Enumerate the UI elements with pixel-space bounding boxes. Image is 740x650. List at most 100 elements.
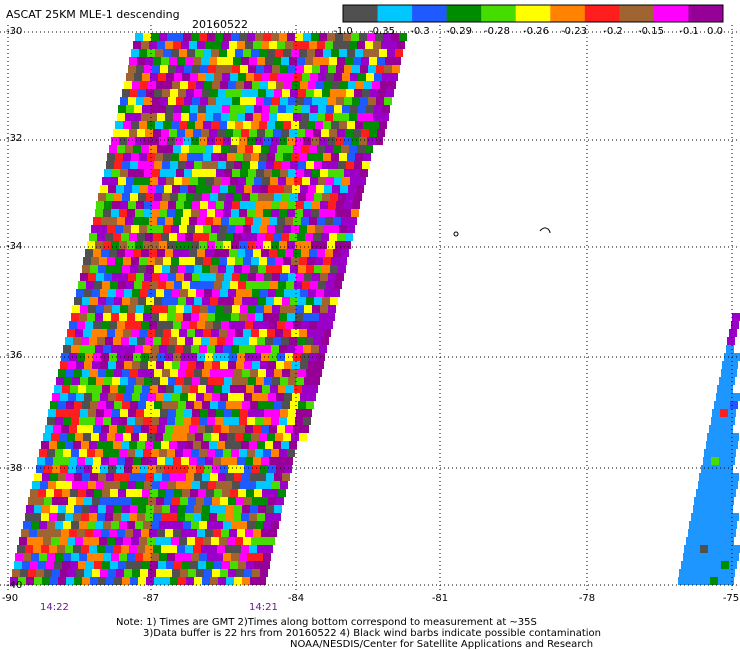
swath-cell [34, 473, 42, 481]
swath-cell [222, 73, 230, 81]
swath-cell [244, 465, 252, 473]
swath-cell [237, 41, 245, 49]
swath-cell [236, 569, 244, 577]
swath-cell [248, 65, 256, 73]
swath-cell [84, 361, 92, 369]
swath-cell [163, 329, 171, 337]
swath-cell [306, 161, 314, 169]
swath-cell [239, 449, 247, 457]
swath-cell [278, 281, 286, 289]
swath-cell [186, 473, 194, 481]
swath-cell [95, 417, 103, 425]
swath-cell [184, 305, 192, 313]
swath-cell [59, 433, 67, 441]
swath-cell [299, 153, 307, 161]
swath-cell [128, 97, 136, 105]
swath-cell [189, 217, 197, 225]
swath-cell [712, 449, 720, 457]
swath-cell [10, 577, 18, 585]
swath-cell [286, 385, 294, 393]
swath-cell [153, 441, 161, 449]
swath-cell [357, 113, 365, 121]
swath-cell [178, 89, 186, 97]
swath-cell [205, 457, 213, 465]
swath-cell [195, 329, 203, 337]
swath-cell [260, 465, 268, 473]
swath-cell [162, 505, 170, 513]
swath-cell [261, 457, 269, 465]
swath-cell [331, 121, 339, 129]
swath-cell [232, 65, 240, 73]
swath-cell [246, 561, 254, 569]
swath-cell [87, 313, 95, 321]
swath-cell [330, 193, 338, 201]
swath-cell [54, 489, 62, 497]
swath-cell [242, 161, 250, 169]
swath-cell [171, 433, 179, 441]
swath-cell [209, 513, 217, 521]
swath-cell [339, 121, 347, 129]
swath-cell [118, 385, 126, 393]
swath-cell [125, 217, 133, 225]
swath-cell [140, 361, 148, 369]
swath-cell [276, 185, 284, 193]
swath-cell [244, 393, 252, 401]
swath-cell [358, 177, 366, 185]
swath-cell [251, 433, 259, 441]
swath-cell [343, 33, 351, 41]
swath-cell [117, 425, 125, 433]
swath-cell [282, 401, 290, 409]
swath-cell [199, 209, 207, 217]
swath-cell [93, 321, 101, 329]
swath-cell [255, 313, 263, 321]
swath-cell [119, 313, 127, 321]
swath-cell [88, 305, 96, 313]
swath-cell [373, 41, 381, 49]
swath-cell [291, 121, 299, 129]
swath-cell [100, 185, 108, 193]
swath-cell [103, 553, 111, 561]
swath-cell [159, 137, 167, 145]
swath-cell [104, 481, 112, 489]
swath-cell [157, 41, 165, 49]
swath-cell [236, 81, 244, 89]
swath-cell [144, 97, 152, 105]
swath-cell [202, 193, 210, 201]
swath-cell [242, 297, 250, 305]
swath-cell [299, 433, 307, 441]
swath-cell [332, 185, 340, 193]
swath-cell [173, 145, 181, 153]
swath-cell [256, 169, 264, 177]
swath-cell [688, 529, 696, 537]
swath-cell [333, 145, 341, 153]
swath-cell [128, 201, 136, 209]
swath-cell [307, 49, 315, 57]
swath-cell [73, 513, 81, 521]
swath-cell [200, 201, 208, 209]
swath-cell [192, 409, 200, 417]
swath-cell [298, 265, 306, 273]
swath-cell [375, 137, 383, 145]
swath-cell [223, 521, 231, 529]
swath-cell [710, 497, 718, 505]
swath-cell [103, 521, 111, 529]
swath-cell [259, 329, 267, 337]
swath-cell [167, 241, 175, 249]
swath-cell [112, 273, 120, 281]
swath-cell [331, 225, 339, 233]
swath-cell [320, 305, 328, 313]
swath-cell [165, 425, 173, 433]
swath-cell [100, 289, 108, 297]
swath-cell [146, 265, 154, 273]
swath-cell [377, 129, 385, 137]
swath-cell [87, 345, 95, 353]
swath-cell [229, 41, 237, 49]
swath-cell [158, 561, 166, 569]
swath-cell [41, 513, 49, 521]
swath-cell [194, 577, 202, 585]
swath-cell [52, 393, 60, 401]
swath-cell [726, 497, 734, 505]
swath-cell [92, 289, 100, 297]
swath-cell [363, 49, 371, 57]
swath-cell [119, 209, 127, 217]
